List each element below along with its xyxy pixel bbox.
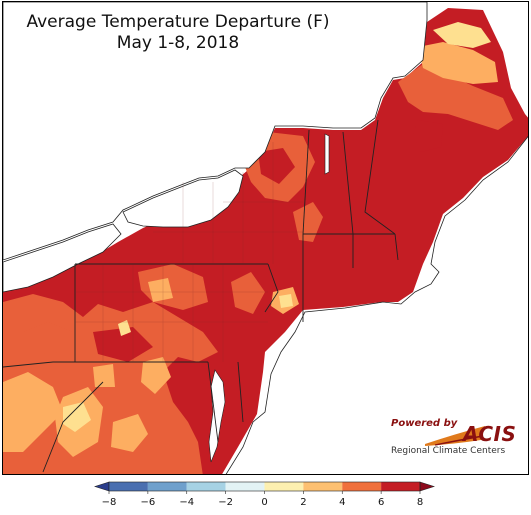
colorbar-tick-label: −6 — [141, 497, 156, 508]
region-light-yellow — [118, 320, 131, 336]
title-line-1: Average Temperature Departure (F) — [26, 12, 330, 32]
colorbar-tick-label: −2 — [218, 497, 233, 508]
canada-land — [3, 2, 428, 261]
colorbar-bin — [342, 482, 382, 491]
colorbar-legend: −8 −6 −4 −2 0 2 4 6 8 — [0, 476, 531, 511]
region-red-orange — [231, 272, 265, 314]
colorbar-bin — [109, 482, 148, 491]
logo-subtitle: Regional Climate Centers — [391, 446, 506, 456]
region-orange — [148, 278, 173, 302]
colorbar-tick-label: 4 — [339, 497, 345, 508]
region-orange — [3, 372, 63, 452]
region-light-yellow — [63, 402, 91, 432]
region-dark-red — [258, 148, 295, 184]
colorbar-tick-label: −8 — [102, 497, 117, 508]
title-line-2: May 1-8, 2018 — [116, 33, 240, 53]
region-orange — [418, 42, 498, 84]
logo-name: ACIS — [463, 422, 517, 446]
atlantic-ocean — [225, 135, 528, 474]
colorbar-bin — [381, 482, 420, 491]
colorbar-tick-label: 6 — [378, 497, 384, 508]
colorbar-extend-high — [419, 481, 435, 492]
acis-logo: Powered by ACIS Regional Climate Centers — [385, 414, 525, 464]
logo-swoosh-icon — [425, 426, 485, 446]
map-svg — [3, 2, 528, 474]
colorbar-bin — [264, 482, 304, 491]
map-title: Average Temperature Departure (F) May 1-… — [3, 12, 353, 54]
region-red-orange — [398, 64, 513, 130]
map-panel: Average Temperature Departure (F) May 1-… — [2, 1, 529, 475]
region-dark-red — [413, 120, 443, 152]
lake-erie — [3, 223, 122, 293]
colorbar-svg: −8 −6 −4 −2 0 2 4 6 8 — [94, 481, 435, 508]
county-lines — [75, 142, 303, 362]
colorbar-tick-label: −4 — [179, 497, 194, 508]
chesapeake-bay — [208, 369, 226, 463]
colorbar-extend-low — [94, 481, 110, 492]
colorbar-bin — [147, 482, 187, 491]
region-orange — [93, 364, 115, 387]
lake-champlain — [324, 133, 330, 175]
state-borders — [3, 119, 399, 473]
colorbar-bin — [303, 482, 343, 491]
colorbar-tick-label: 2 — [300, 497, 306, 508]
region-light-yellow — [279, 294, 293, 308]
colorbar-bin — [225, 482, 265, 491]
colorbar-bin — [186, 482, 226, 491]
region-orange — [111, 414, 148, 452]
region-dark-red — [93, 327, 153, 362]
region-red-orange — [23, 322, 73, 354]
region-orange — [141, 357, 171, 394]
region-light-yellow — [433, 22, 491, 48]
colorbar-tick-label: 8 — [417, 497, 423, 508]
colorbar-tick-label: 0 — [261, 497, 267, 508]
logo-powered-by: Powered by — [391, 418, 458, 429]
